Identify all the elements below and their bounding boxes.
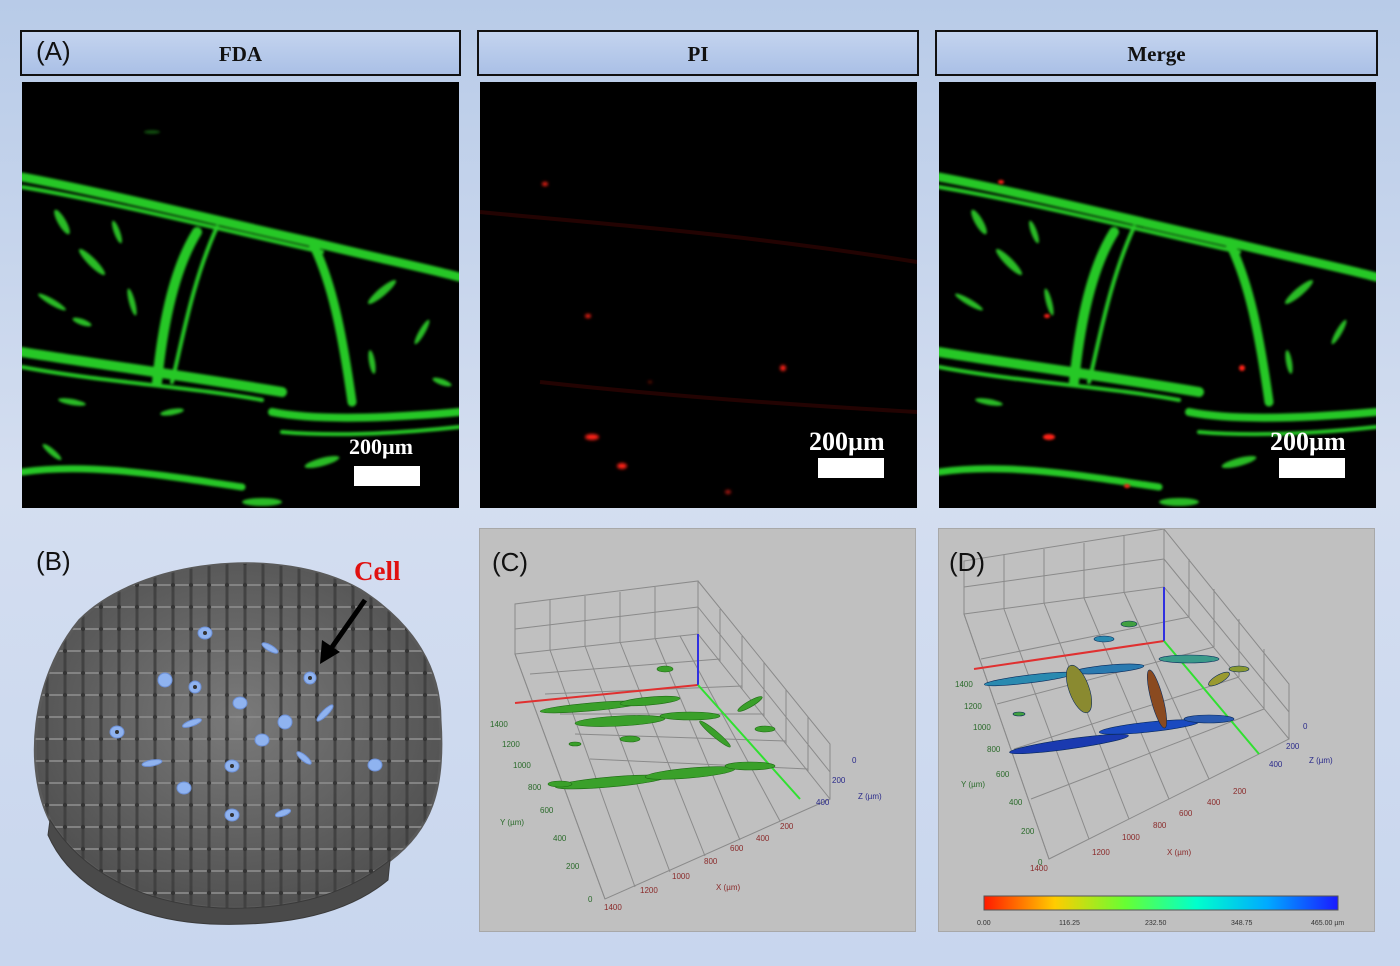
c-x-tick-400: 400	[756, 834, 770, 843]
panel-d-label: (D)	[949, 547, 986, 577]
colorbar-tick-3: 348.75	[1231, 920, 1253, 927]
c-z-tick-400: 400	[816, 798, 830, 807]
scale-text-pi: 200µm	[809, 427, 885, 456]
fda-image	[22, 130, 459, 506]
d-x-axis-label: X (µm)	[1167, 848, 1191, 857]
scale-bar-fda	[354, 466, 420, 486]
c-x-tick-1000: 1000	[672, 872, 690, 881]
panel-c-grid	[514, 580, 831, 900]
panel-a-label: (A)	[36, 36, 71, 66]
d-y-tick-800: 800	[987, 745, 1001, 754]
d-y-tick-200: 200	[1021, 827, 1035, 836]
d-x-tick-1400: 1400	[1030, 864, 1048, 873]
header-pi-text: PI	[687, 42, 709, 66]
d-x-tick-1000: 1000	[1122, 833, 1140, 842]
c-x-tick-800: 800	[704, 857, 718, 866]
cell-nuclei	[115, 631, 312, 817]
panel-c-3d-plot: 1400 1200 1000 800 600 400 200 0 Y (µm) …	[490, 580, 882, 912]
header-pi: PI	[477, 30, 919, 76]
header-merge-text: Merge	[1127, 42, 1186, 66]
scaffold-render	[33, 562, 443, 925]
panel-c-label: (C)	[492, 547, 529, 577]
scale-bar-pi	[818, 458, 884, 478]
c-y-tick-800: 800	[528, 783, 542, 792]
d-x-tick-800: 800	[1153, 821, 1167, 830]
cell-markers	[109, 626, 383, 822]
colorbar-tick-2: 232.50	[1145, 920, 1167, 927]
d-x-tick-1200: 1200	[1092, 848, 1110, 857]
merge-micrograph: 200µm	[939, 82, 1376, 508]
merge-image	[939, 172, 1376, 506]
c-x-tick-200: 200	[780, 822, 794, 831]
d-x-tick-400: 400	[1207, 798, 1221, 807]
panel-c-plot: (C)	[479, 528, 916, 932]
scale-text-fda: 200µm	[349, 434, 414, 459]
d-y-tick-400: 400	[1009, 798, 1023, 807]
panel-d-cells	[984, 620, 1250, 755]
colorbar	[983, 895, 1339, 911]
c-x-tick-600: 600	[730, 844, 744, 853]
c-z-axis-label: Z (µm)	[858, 792, 882, 801]
colorbar-tick-1: 116.25	[1059, 920, 1080, 927]
scale-text-merge: 200µm	[1270, 427, 1346, 456]
c-y-tick-400: 400	[553, 834, 567, 843]
d-z-axis-label: Z (µm)	[1309, 756, 1333, 765]
d-y-tick-0: 0	[1038, 858, 1043, 867]
c-y-tick-1400: 1400	[490, 720, 508, 729]
header-merge: Merge	[935, 30, 1378, 76]
d-x-tick-600: 600	[1179, 809, 1193, 818]
d-y-tick-1000: 1000	[973, 723, 991, 732]
panel-d-grid	[963, 529, 1290, 860]
d-z-tick-0: 0	[1303, 722, 1308, 731]
d-y-axis-label: Y (µm)	[961, 780, 985, 789]
panel-d-plot: (D)	[938, 528, 1375, 932]
d-z-tick-200: 200	[1286, 742, 1300, 751]
header-fda: (A) FDA	[20, 30, 461, 76]
c-y-tick-1200: 1200	[502, 740, 520, 749]
c-z-tick-0: 0	[852, 756, 857, 765]
panel-c-cells	[539, 665, 776, 790]
c-y-axis-label: Y (µm)	[500, 818, 524, 827]
c-y-tick-1000: 1000	[513, 761, 531, 770]
d-y-tick-1200: 1200	[964, 702, 982, 711]
colorbar-tick-0: 0.00	[977, 920, 991, 927]
pi-micrograph: 200µm	[480, 82, 917, 508]
panel-d-3d-plot: 1400 1200 1000 800 600 400 200 0 Y (µm) …	[955, 529, 1344, 927]
scale-bar-merge	[1279, 458, 1345, 478]
panel-b-label: (B)	[36, 546, 71, 576]
d-x-tick-200: 200	[1233, 787, 1247, 796]
d-y-tick-600: 600	[996, 770, 1010, 779]
c-y-tick-0: 0	[588, 895, 593, 904]
c-x-tick-1200: 1200	[640, 886, 658, 895]
d-y-tick-1400: 1400	[955, 680, 973, 689]
c-y-tick-200: 200	[566, 862, 580, 871]
cell-annotation: Cell	[354, 556, 401, 586]
colorbar-tick-4: 465.00 µm	[1311, 920, 1344, 927]
fda-micrograph: 200µm	[22, 82, 459, 508]
c-y-tick-600: 600	[540, 806, 554, 815]
c-z-tick-200: 200	[832, 776, 846, 785]
header-fda-text: FDA	[218, 42, 263, 66]
cell-arrow	[320, 598, 368, 664]
pi-image	[480, 182, 917, 494]
d-z-tick-400: 400	[1269, 760, 1283, 769]
c-x-axis-label: X (µm)	[716, 883, 740, 892]
c-x-tick-1400: 1400	[604, 903, 622, 912]
